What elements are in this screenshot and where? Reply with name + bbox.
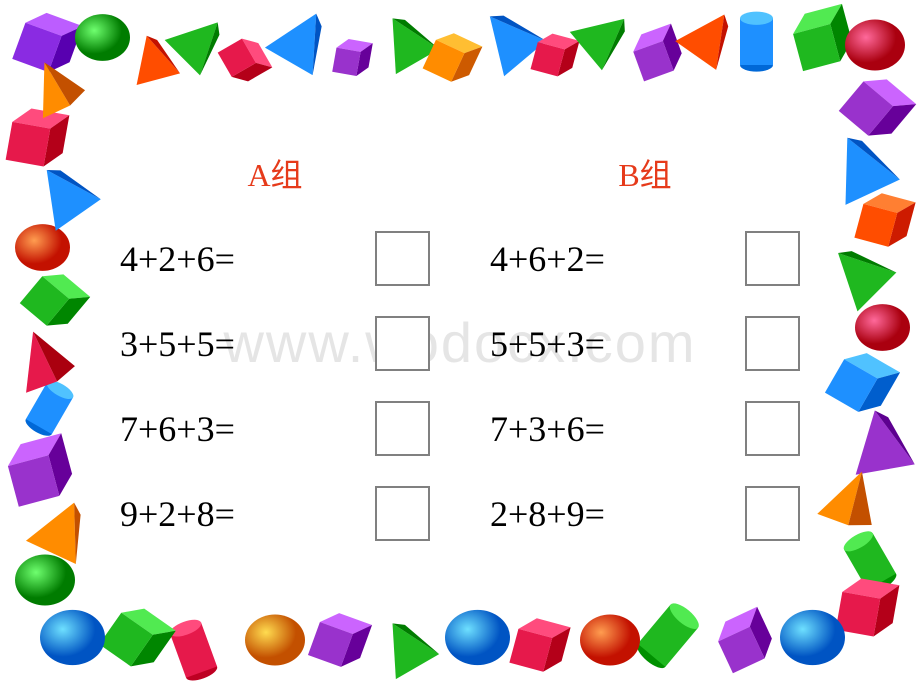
answer-box[interactable] xyxy=(375,486,430,541)
equation-text: 4+2+6= xyxy=(120,238,365,280)
equation-text: 3+5+5= xyxy=(120,323,365,365)
group-b-equation-row: 7+3+6= xyxy=(490,401,800,456)
group-a-title: A组 xyxy=(120,150,430,196)
equation-text: 7+3+6= xyxy=(490,408,735,450)
group-a-equation-row: 3+5+5= xyxy=(120,316,430,371)
equation-text: 7+6+3= xyxy=(120,408,365,450)
group-a-column: A组 4+2+6= 3+5+5= 7+6+3= 9+2+8= xyxy=(120,150,430,570)
answer-box[interactable] xyxy=(745,316,800,371)
answer-box[interactable] xyxy=(375,231,430,286)
group-a-equation-row: 7+6+3= xyxy=(120,401,430,456)
answer-box[interactable] xyxy=(745,486,800,541)
answer-box[interactable] xyxy=(375,316,430,371)
group-b-equation-row: 5+5+3= xyxy=(490,316,800,371)
group-b-equation-row: 4+6+2= xyxy=(490,231,800,286)
equation-text: 9+2+8= xyxy=(120,493,365,535)
group-a-equation-row: 9+2+8= xyxy=(120,486,430,541)
equation-text: 5+5+3= xyxy=(490,323,735,365)
group-a-equation-row: 4+2+6= xyxy=(120,231,430,286)
group-b-title: B组 xyxy=(490,150,800,196)
answer-box[interactable] xyxy=(375,401,430,456)
equations-area: A组 4+2+6= 3+5+5= 7+6+3= 9+2+8= B组 4+6+2= 5+5… xyxy=(120,150,800,570)
equation-text: 2+8+9= xyxy=(490,493,735,535)
group-b-equation-row: 2+8+9= xyxy=(490,486,800,541)
equation-text: 4+6+2= xyxy=(490,238,735,280)
group-b-column: B组 4+6+2= 5+5+3= 7+3+6= 2+8+9= xyxy=(490,150,800,570)
answer-box[interactable] xyxy=(745,401,800,456)
answer-box[interactable] xyxy=(745,231,800,286)
